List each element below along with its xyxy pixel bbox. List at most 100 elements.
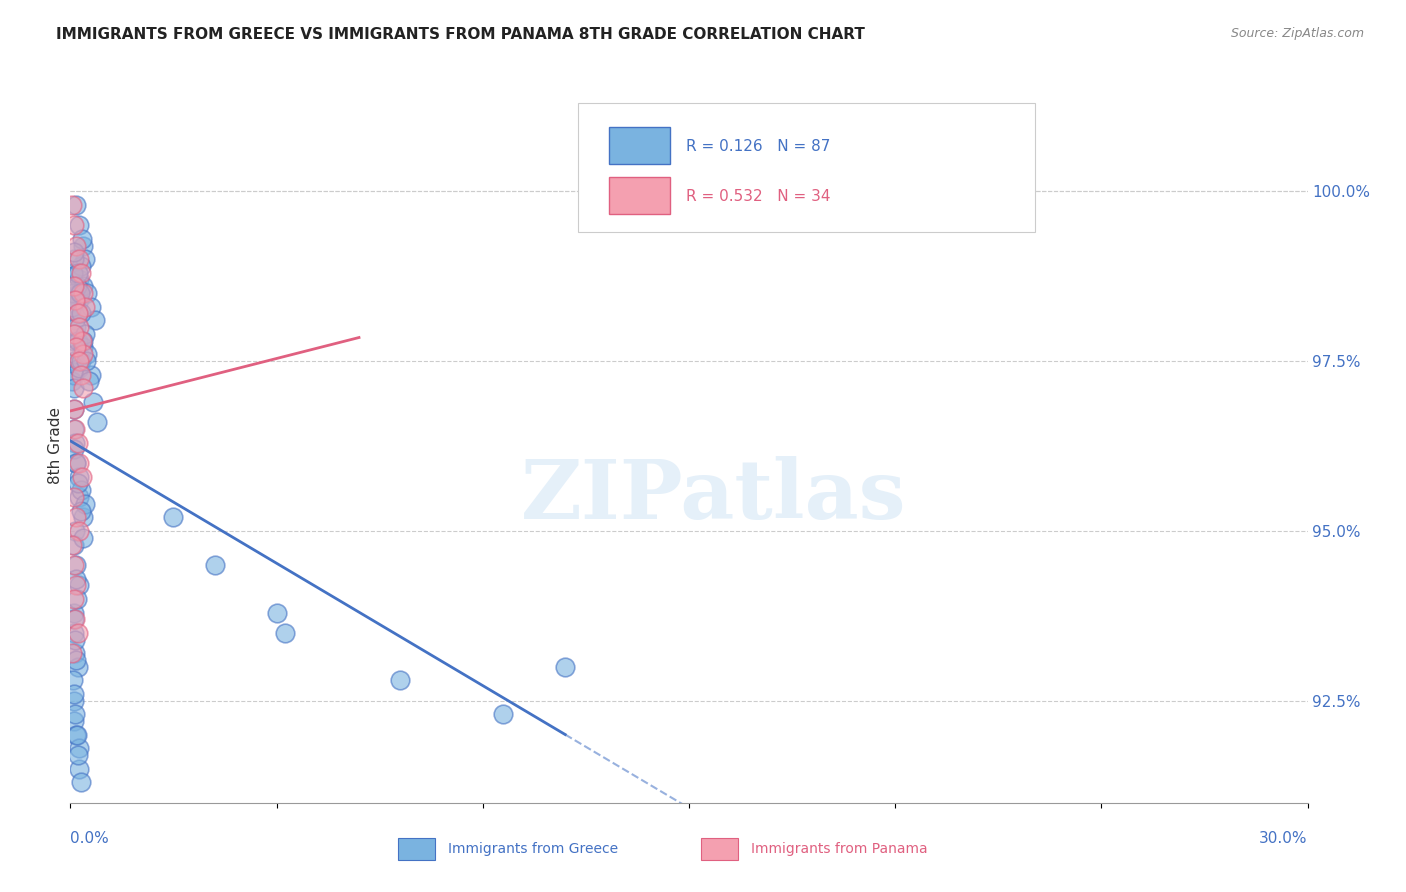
Text: R = 0.126   N = 87: R = 0.126 N = 87 bbox=[686, 139, 831, 153]
Point bbox=[62, 673, 84, 688]
Point bbox=[75, 354, 97, 368]
Point bbox=[65, 524, 87, 538]
Point bbox=[62, 286, 84, 301]
Point bbox=[67, 354, 90, 368]
Point bbox=[63, 245, 86, 260]
Point bbox=[62, 401, 84, 416]
Point bbox=[73, 252, 96, 266]
Point bbox=[62, 266, 84, 280]
Point bbox=[63, 537, 86, 551]
Text: 0.0%: 0.0% bbox=[70, 831, 110, 847]
FancyBboxPatch shape bbox=[609, 127, 671, 164]
Point bbox=[72, 531, 94, 545]
Point bbox=[72, 341, 94, 355]
Point bbox=[72, 347, 94, 361]
Point bbox=[492, 707, 515, 722]
Point bbox=[266, 606, 288, 620]
Point bbox=[65, 293, 87, 307]
Point bbox=[65, 578, 87, 592]
Point bbox=[63, 326, 86, 341]
Point bbox=[73, 326, 96, 341]
Point bbox=[67, 252, 90, 266]
Text: Immigrants from Panama: Immigrants from Panama bbox=[751, 842, 928, 856]
Point bbox=[162, 510, 184, 524]
Point bbox=[73, 300, 96, 314]
Point bbox=[66, 334, 89, 348]
Point bbox=[66, 306, 89, 320]
Text: Immigrants from Greece: Immigrants from Greece bbox=[447, 842, 617, 856]
Point bbox=[69, 354, 91, 368]
Point bbox=[76, 286, 98, 301]
Point bbox=[65, 326, 87, 341]
Point bbox=[70, 232, 93, 246]
Point bbox=[62, 606, 84, 620]
Point bbox=[62, 612, 84, 626]
Point bbox=[65, 320, 87, 334]
Point bbox=[60, 198, 83, 212]
Point bbox=[67, 748, 90, 763]
Point bbox=[65, 435, 87, 450]
Point bbox=[60, 375, 83, 389]
Point bbox=[70, 469, 93, 483]
Point bbox=[72, 510, 94, 524]
Point bbox=[67, 469, 90, 483]
Point bbox=[63, 334, 86, 348]
Point bbox=[65, 293, 87, 307]
Point bbox=[67, 524, 90, 538]
Point bbox=[69, 368, 91, 382]
Point bbox=[73, 497, 96, 511]
Point bbox=[67, 456, 90, 470]
Point bbox=[63, 632, 86, 647]
Point bbox=[62, 368, 84, 382]
Point bbox=[66, 591, 89, 606]
Point bbox=[67, 293, 90, 307]
Point bbox=[65, 510, 87, 524]
Text: ZIPatlas: ZIPatlas bbox=[522, 456, 907, 536]
Point bbox=[67, 360, 90, 375]
Point bbox=[63, 687, 86, 701]
Point bbox=[60, 300, 83, 314]
Point bbox=[72, 238, 94, 252]
Point bbox=[66, 279, 89, 293]
Point bbox=[66, 286, 89, 301]
Point bbox=[65, 422, 87, 436]
Point bbox=[67, 218, 90, 232]
Point bbox=[72, 279, 94, 293]
Point bbox=[63, 381, 86, 395]
Point bbox=[65, 341, 87, 355]
Point bbox=[62, 279, 84, 293]
Point bbox=[65, 653, 87, 667]
Point bbox=[72, 334, 94, 348]
Point bbox=[274, 626, 297, 640]
Point bbox=[67, 266, 90, 280]
Point bbox=[389, 673, 412, 688]
Point bbox=[63, 442, 86, 457]
Point bbox=[65, 456, 87, 470]
Point bbox=[63, 558, 86, 572]
Point bbox=[77, 375, 100, 389]
Point bbox=[66, 306, 89, 320]
Point bbox=[69, 259, 91, 273]
Point bbox=[966, 178, 988, 192]
Point bbox=[80, 300, 103, 314]
Point bbox=[65, 646, 87, 660]
Point bbox=[62, 252, 84, 266]
Point bbox=[63, 714, 86, 729]
Point bbox=[69, 775, 91, 789]
Point bbox=[66, 626, 89, 640]
Point bbox=[66, 476, 89, 491]
Point bbox=[63, 218, 86, 232]
Point bbox=[65, 728, 87, 742]
Point bbox=[80, 368, 103, 382]
Point bbox=[69, 266, 91, 280]
Text: IMMIGRANTS FROM GREECE VS IMMIGRANTS FROM PANAMA 8TH GRADE CORRELATION CHART: IMMIGRANTS FROM GREECE VS IMMIGRANTS FRO… bbox=[56, 27, 865, 42]
Point bbox=[62, 354, 84, 368]
Point bbox=[72, 286, 94, 301]
Point bbox=[65, 198, 87, 212]
FancyBboxPatch shape bbox=[398, 838, 436, 860]
Point bbox=[84, 313, 107, 327]
Point bbox=[65, 456, 87, 470]
Point bbox=[63, 422, 86, 436]
Point bbox=[65, 313, 87, 327]
Point bbox=[63, 626, 86, 640]
